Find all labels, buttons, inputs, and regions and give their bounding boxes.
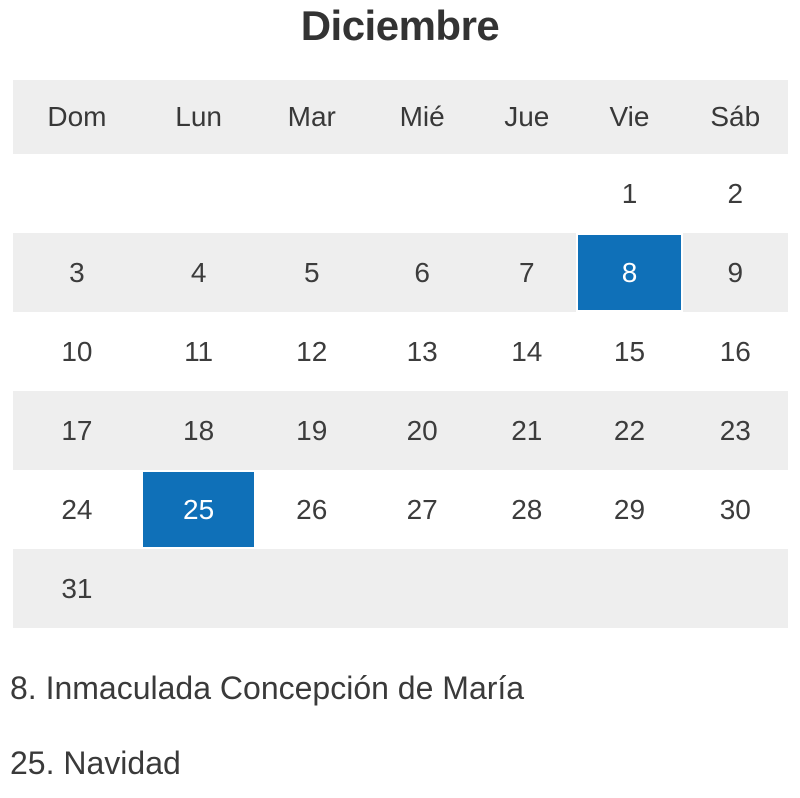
day-cell-30[interactable]: 30 bbox=[682, 470, 788, 549]
day-cell-3[interactable]: 3 bbox=[13, 233, 141, 312]
day-cell-7[interactable]: 7 bbox=[477, 233, 577, 312]
day-cell-20[interactable]: 20 bbox=[367, 391, 478, 470]
holiday-item-inmaculada: 8. Inmaculada Concepción de María bbox=[10, 670, 525, 706]
month-title: Diciembre bbox=[300, 2, 500, 49]
week-row-2: 3 4 5 6 7 8 9 bbox=[13, 233, 788, 312]
day-cell-22[interactable]: 22 bbox=[576, 391, 683, 470]
day-cell-12[interactable]: 12 bbox=[256, 312, 368, 391]
day-cell-empty bbox=[682, 549, 788, 628]
day-cell-29[interactable]: 29 bbox=[576, 470, 683, 549]
day-cell-empty bbox=[576, 549, 683, 628]
weekday-dom: Dom bbox=[13, 80, 141, 154]
day-cell-16[interactable]: 16 bbox=[682, 312, 788, 391]
holiday-legend: 8. Inmaculada Concepción de María 25. Na… bbox=[10, 672, 800, 779]
week-row-4: 17 18 19 20 21 22 23 bbox=[13, 391, 788, 470]
day-cell-empty bbox=[13, 154, 141, 233]
day-cell-23[interactable]: 23 bbox=[682, 391, 788, 470]
day-cell-6[interactable]: 6 bbox=[367, 233, 478, 312]
holiday-item-navidad: 25. Navidad bbox=[10, 745, 181, 781]
day-cell-31[interactable]: 31 bbox=[13, 549, 141, 628]
day-cell-14[interactable]: 14 bbox=[477, 312, 577, 391]
weekday-jue: Jue bbox=[477, 80, 577, 154]
day-cell-1[interactable]: 1 bbox=[576, 154, 683, 233]
day-cell-empty bbox=[140, 154, 257, 233]
week-row-3: 10 11 12 13 14 15 16 bbox=[13, 312, 788, 391]
day-cell-empty bbox=[367, 549, 478, 628]
day-cell-empty bbox=[477, 549, 577, 628]
day-cell-19[interactable]: 19 bbox=[256, 391, 368, 470]
weekday-mar: Mar bbox=[256, 80, 368, 154]
day-cell-4[interactable]: 4 bbox=[140, 233, 257, 312]
day-cell-2[interactable]: 2 bbox=[682, 154, 788, 233]
day-cell-28[interactable]: 28 bbox=[477, 470, 577, 549]
day-cell-8-highlighted[interactable]: 8 bbox=[576, 233, 683, 312]
weekday-sab: Sáb bbox=[682, 80, 788, 154]
day-cell-13[interactable]: 13 bbox=[367, 312, 478, 391]
day-cell-empty bbox=[256, 154, 368, 233]
day-cell-25-highlighted[interactable]: 25 bbox=[140, 470, 257, 549]
calendar-table: Dom Lun Mar Mié Jue Vie Sáb 1 2 3 4 5 6 … bbox=[13, 80, 788, 628]
day-cell-24[interactable]: 24 bbox=[13, 470, 141, 549]
week-row-1: 1 2 bbox=[13, 154, 788, 233]
weekday-header-row: Dom Lun Mar Mié Jue Vie Sáb bbox=[13, 80, 788, 154]
weekday-vie: Vie bbox=[576, 80, 683, 154]
week-row-5: 24 25 26 27 28 29 30 bbox=[13, 470, 788, 549]
day-cell-9[interactable]: 9 bbox=[682, 233, 788, 312]
weekday-lun: Lun bbox=[140, 80, 257, 154]
day-cell-10[interactable]: 10 bbox=[13, 312, 141, 391]
week-row-6: 31 bbox=[13, 549, 788, 628]
day-cell-15[interactable]: 15 bbox=[576, 312, 683, 391]
day-cell-empty bbox=[477, 154, 577, 233]
weekday-mie: Mié bbox=[367, 80, 478, 154]
day-cell-26[interactable]: 26 bbox=[256, 470, 368, 549]
day-cell-5[interactable]: 5 bbox=[256, 233, 368, 312]
day-cell-empty bbox=[140, 549, 257, 628]
day-cell-21[interactable]: 21 bbox=[477, 391, 577, 470]
day-cell-empty bbox=[367, 154, 478, 233]
day-cell-11[interactable]: 11 bbox=[140, 312, 257, 391]
day-cell-17[interactable]: 17 bbox=[13, 391, 141, 470]
day-cell-empty bbox=[256, 549, 368, 628]
day-cell-27[interactable]: 27 bbox=[367, 470, 478, 549]
day-cell-18[interactable]: 18 bbox=[140, 391, 257, 470]
